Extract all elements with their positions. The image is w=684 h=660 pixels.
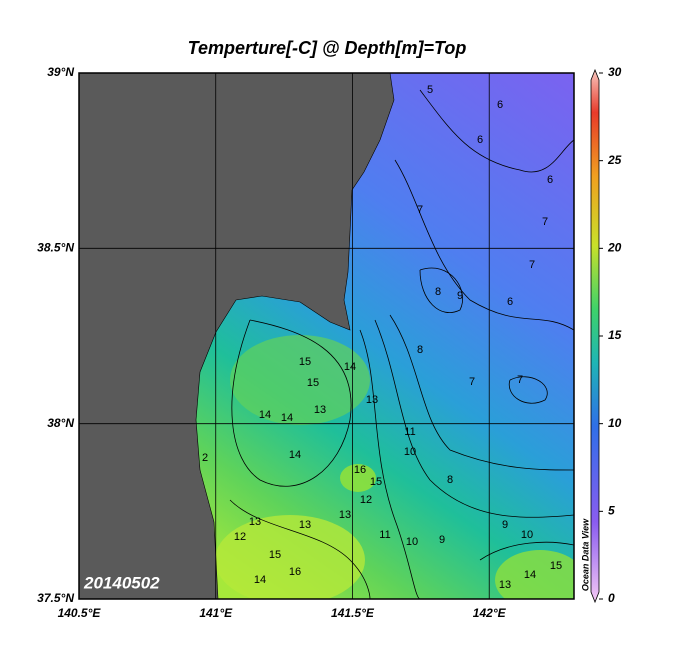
contour-label: 15 [299,356,311,368]
contour-label: 10 [521,529,533,541]
contour-label: 13 [249,516,261,528]
colorbar-tick-label: 10 [608,416,622,430]
colorbar-tick-label: 25 [607,153,622,167]
colorbar-tick-label: 0 [608,591,615,605]
contour-label: 6 [497,99,503,111]
contour-label: 12 [360,494,372,506]
colorbar-tick-label: 30 [608,65,622,79]
contour-label: 14 [344,361,356,373]
contour-label: 13 [314,404,326,416]
y-tick-label: 38°N [47,416,74,430]
watermark: Ocean Data View [580,518,590,591]
contour-label: 8 [435,286,441,298]
x-tick-label: 141°E [199,606,233,620]
contour-label: 6 [477,134,483,146]
contours [229,89,574,599]
contour-label: 13 [299,519,311,531]
contour-label: 14 [259,409,271,421]
contour-label: 13 [339,509,351,521]
y-tick-label: 37.5°N [37,591,74,605]
contour-label: 2 [202,452,208,464]
colorbar-tick-label: 5 [608,504,615,518]
contour-label: 10 [404,446,416,458]
date-label: 20140502 [83,573,160,592]
contour-label: 15 [307,377,319,389]
contour-label: 10 [406,536,418,548]
colorbar-axis: 0 5 10 15 20 25 30 [599,65,622,605]
contour-label: 14 [524,569,536,581]
plot-frame [78,72,575,600]
map-area [79,73,574,599]
contour-label: 8 [447,474,453,486]
warm-patch [230,335,370,425]
contour-label: 7 [417,204,423,216]
colorbar-tick-label: 15 [608,328,622,342]
warm-patch [495,550,574,599]
contour-label: 7 [469,376,475,388]
x-tick-label: 142°E [473,606,507,620]
x-tick-label: 141.5°E [331,606,375,620]
contour-label: 15 [269,549,281,561]
contour-label: 14 [289,449,301,461]
contour-label: 12 [234,531,246,543]
warm-patch [340,464,376,492]
contour-label: 15 [370,476,382,488]
contour-label: 11 [379,529,390,541]
contour-label: 6 [507,296,513,308]
contour-label: 9 [439,534,445,546]
warm-patch [215,515,365,599]
title: Temperture[-C] @ Depth[m]=Top [188,38,467,58]
contour-label: 5 [427,84,433,96]
contour-label: 16 [354,464,366,476]
colorbar-tick-label: 20 [607,241,622,255]
land [79,73,395,599]
y-tick-label: 39°N [47,65,74,79]
contour-label: 9 [457,290,463,302]
contour-label: 7 [542,216,548,228]
contour-label: 15 [550,560,562,572]
contour-label: 11 [404,426,415,438]
colorbar [590,68,600,604]
contour-label: 7 [517,374,523,386]
contour-label: 13 [499,579,511,591]
contour-label: 14 [254,574,266,586]
y-tick-label: 38.5°N [37,241,74,255]
contour-label: 9 [502,519,508,531]
contour-label: 7 [529,259,535,271]
contour-label: 6 [547,174,553,186]
contour-label: 8 [417,344,423,356]
x-tick-label: 140.5°E [58,606,102,620]
contour-label: 16 [289,566,301,578]
contour-label: 14 [281,412,293,424]
contour-label: 13 [366,394,378,406]
